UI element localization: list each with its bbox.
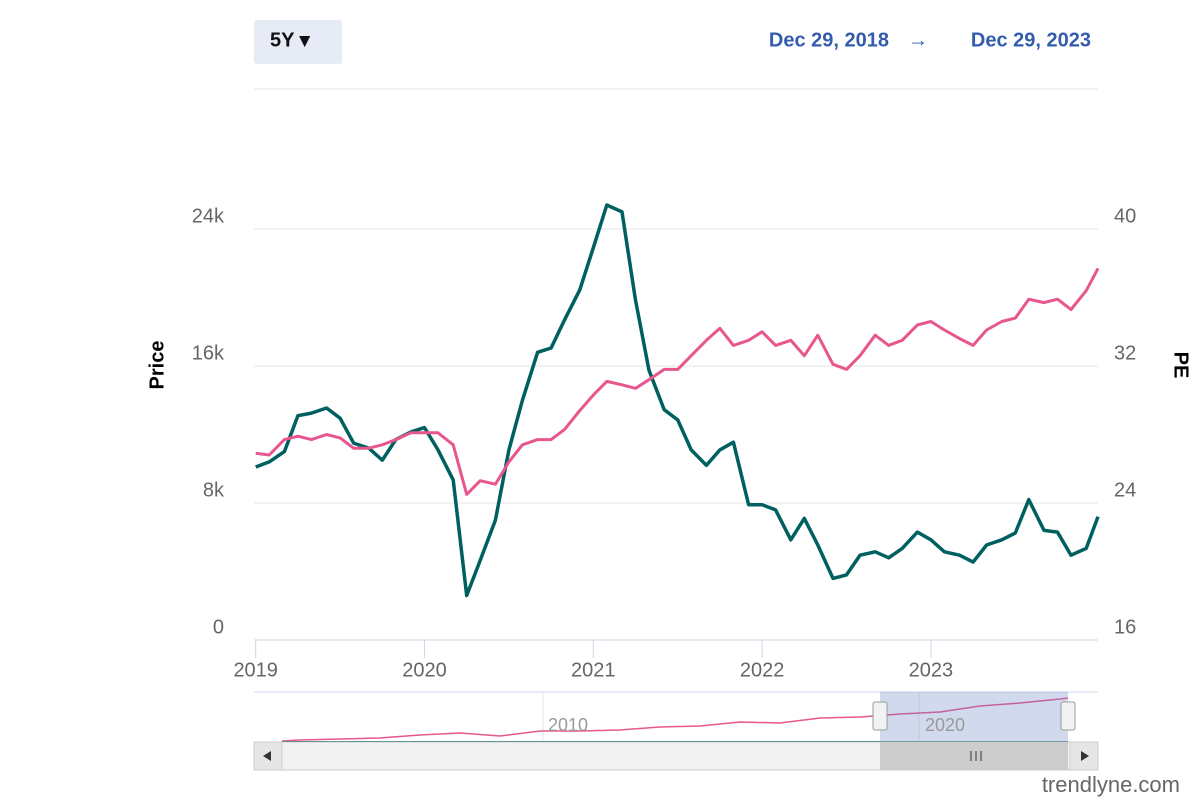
y-tick-label: 16k xyxy=(192,342,225,364)
navigator-handle[interactable] xyxy=(1060,701,1076,731)
navigator-selection[interactable] xyxy=(880,692,1068,742)
y2-axis-title: PE xyxy=(1170,352,1192,379)
navigator-label: 2020 xyxy=(925,715,965,735)
start-date[interactable]: Dec 29, 2018 xyxy=(769,29,889,51)
date-arrow: → xyxy=(908,29,928,51)
arrow-left xyxy=(263,751,271,761)
range-button[interactable] xyxy=(254,20,342,64)
navigator-handle[interactable] xyxy=(872,701,888,731)
y-tick-label: 24k xyxy=(192,205,225,227)
y2-tick-label: 16 xyxy=(1114,616,1136,638)
y-tick-label: 0 xyxy=(213,616,224,638)
watermark: trendlyne.com xyxy=(1042,772,1180,797)
y2-tick-label: 40 xyxy=(1114,205,1136,227)
series-line xyxy=(255,203,1100,598)
scrollbar-grip xyxy=(970,751,982,761)
end-date[interactable]: Dec 29, 2023 xyxy=(971,29,1091,51)
navigator: 2010 2020 xyxy=(253,691,1099,771)
navigator-label: 2010 xyxy=(548,715,588,735)
navigator-line xyxy=(281,697,1069,742)
x-tick-label: 2023 xyxy=(909,659,954,681)
y2-tick-label: 24 xyxy=(1114,479,1136,501)
arrow-right xyxy=(1081,751,1089,761)
x-tick-label: 2020 xyxy=(402,659,447,681)
series-line xyxy=(255,267,1100,496)
range-button-label[interactable]: 5Y ▾ xyxy=(270,29,311,51)
scrollbar-thumb[interactable] xyxy=(880,742,1068,770)
y-tick-label: 8k xyxy=(203,479,225,501)
y2-tick-label: 32 xyxy=(1114,342,1136,364)
x-tick-label: 2019 xyxy=(233,659,278,681)
x-tick-label: 2021 xyxy=(571,659,616,681)
y-axis-title: Price xyxy=(146,341,168,390)
x-tick-label: 2022 xyxy=(740,659,785,681)
